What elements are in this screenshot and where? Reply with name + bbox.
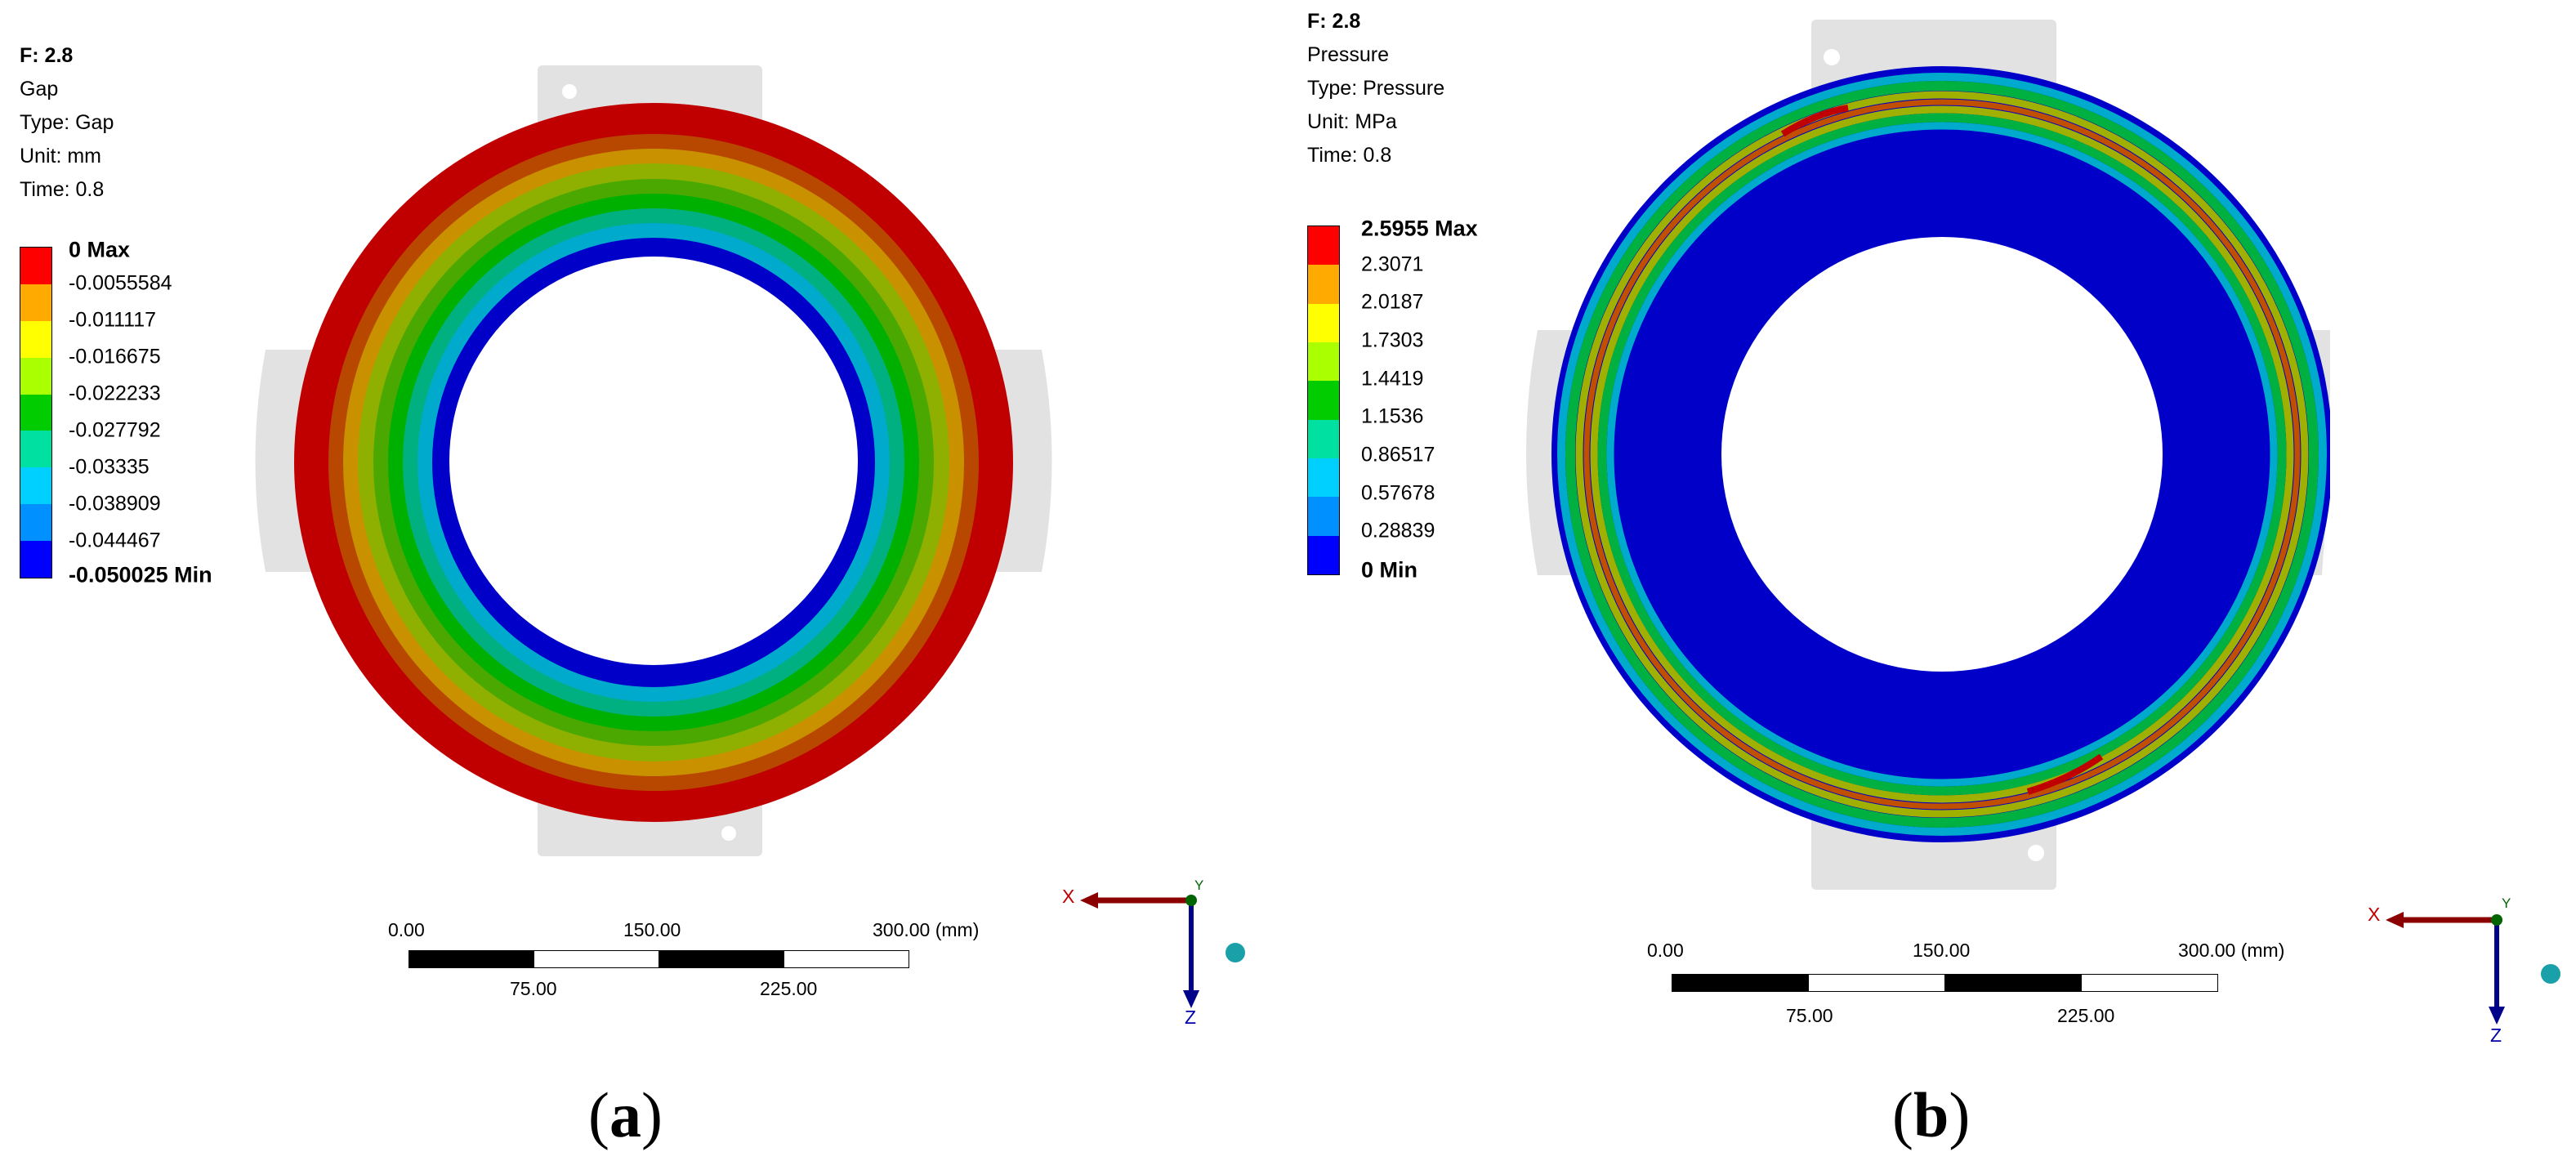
- legend-level-label: -0.038909: [69, 492, 161, 516]
- x-axis-label: X: [2368, 904, 2381, 925]
- scale-segment: [1808, 974, 1945, 992]
- legend-swatch: [20, 504, 51, 542]
- result-unit: Unit: mm: [20, 145, 101, 167]
- scale-label: 75.00: [1786, 1005, 1833, 1026]
- legend-swatch: [20, 248, 51, 284]
- panel-pressure: F: 2.8 Pressure Type: Pressure Unit: MPa…: [1288, 0, 2575, 1161]
- scale-segment: [1672, 974, 1809, 992]
- y-axis-label: Y: [2502, 895, 2511, 911]
- scale-segment: [1944, 974, 2082, 992]
- legend-level-label: 1.4419: [1361, 367, 1424, 391]
- legend-swatch: [20, 394, 51, 431]
- legend-level-label: 0.86517: [1361, 443, 1435, 467]
- scale-label: 225.00: [2057, 1005, 2115, 1026]
- legend-max-label: 2.5955 Max: [1361, 216, 1478, 241]
- result-quantity: Gap: [20, 78, 59, 100]
- legend-level-label: 2.3071: [1361, 252, 1424, 276]
- legend-level-label: 2.0187: [1361, 290, 1424, 314]
- legend-swatch: [20, 431, 51, 468]
- legend-swatch: [20, 284, 51, 321]
- legend-color-bar: [20, 247, 52, 578]
- result-name: F: 2.8: [1307, 10, 1361, 33]
- z-axis-label: Z: [1185, 1007, 1197, 1028]
- axis-triad: X Y Z: [1054, 874, 1266, 1038]
- legend-level-label: -0.022233: [69, 382, 161, 405]
- legend-level-label: -0.03335: [69, 455, 150, 479]
- scale-label: 300.00 (mm): [2178, 940, 2285, 961]
- scale-label: 0.00: [1647, 940, 1684, 961]
- legend-level-label: 1.1536: [1361, 404, 1424, 428]
- legend-swatch: [20, 541, 51, 578]
- panel-gap: F: 2.8 Gap Type: Gap Unit: mm Time: 0.8 …: [20, 39, 1266, 1152]
- legend-level-label: -0.027792: [69, 418, 161, 442]
- legend-level-label: 1.7303: [1361, 328, 1424, 352]
- scale-label: 150.00: [623, 919, 681, 940]
- legend-level-label: 0.28839: [1361, 519, 1435, 543]
- scale-label: 0.00: [388, 919, 425, 940]
- legend-max-label: 0 Max: [69, 237, 131, 262]
- legend-swatch: [1308, 342, 1339, 382]
- legend-swatch: [1308, 265, 1339, 304]
- legend-color-bar: [1307, 226, 1340, 575]
- panel-caption: (a): [588, 1078, 663, 1152]
- legend-swatch: [20, 357, 51, 395]
- result-unit: Unit: MPa: [1307, 110, 1397, 133]
- legend-level-label: -0.011117: [69, 308, 157, 332]
- color-legend: 0 Max -0.0055584 -0.011117 -0.016675 -0.…: [20, 238, 265, 587]
- y-axis-label: Y: [1194, 877, 1204, 893]
- result-type: Type: Gap: [20, 111, 114, 134]
- gap-contour-bands: [294, 103, 1013, 822]
- legend-min-label: 0 Min: [1361, 557, 1418, 583]
- z-axis-label: Z: [2490, 1025, 2502, 1046]
- legend-swatch: [1308, 497, 1339, 536]
- bolt-hole: [1824, 49, 1840, 65]
- scale-segment: [659, 950, 784, 968]
- scale-label: 150.00: [1913, 940, 1971, 961]
- legend-min-label: -0.050025 Min: [69, 562, 212, 587]
- bolt-hole: [562, 84, 577, 99]
- scale-segment: [2081, 974, 2218, 992]
- scale-segment: [408, 950, 534, 968]
- legend-swatch: [1308, 535, 1339, 574]
- scale-segment: [784, 950, 909, 968]
- legend-swatch: [1308, 419, 1339, 458]
- scale-bar: 0.00 150.00 300.00 (mm) 75.00 225.00: [1639, 940, 2284, 1038]
- pressure-contour-bands: [1551, 66, 2330, 842]
- scale-label: 225.00: [760, 978, 818, 999]
- gap-contour-plot: [255, 65, 1052, 856]
- legend-level-label: -0.016675: [69, 345, 161, 368]
- caption-text: (b): [1892, 1079, 1971, 1150]
- result-time: Time: 0.8: [20, 178, 105, 201]
- legend-swatch: [1308, 381, 1339, 420]
- result-info-block: F: 2.8 Gap Type: Gap Unit: mm Time: 0.8: [20, 39, 114, 207]
- color-legend: 2.5955 Max 2.3071 2.0187 1.7303 1.4419 1…: [1307, 217, 1552, 583]
- scale-segment: [534, 950, 659, 968]
- result-quantity: Pressure: [1307, 43, 1390, 66]
- caption-text: (a): [588, 1079, 663, 1150]
- x-axis-label: X: [1062, 886, 1075, 907]
- legend-level-label: 0.57678: [1361, 481, 1435, 505]
- legend-level-label: -0.0055584: [69, 271, 172, 295]
- bolt-hole: [2028, 845, 2044, 861]
- result-time: Time: 0.8: [1307, 144, 1392, 167]
- legend-swatch: [1308, 303, 1339, 343]
- bolt-hole: [721, 826, 736, 841]
- result-name: F: 2.8: [20, 44, 74, 67]
- panel-caption: (b): [1892, 1078, 1970, 1152]
- result-info-block: F: 2.8 Pressure Type: Pressure Unit: MPa…: [1307, 5, 1444, 172]
- pressure-contour-plot: [1526, 20, 2330, 890]
- legend-swatch: [1308, 458, 1339, 498]
- result-type: Type: Pressure: [1307, 77, 1445, 100]
- legend-swatch: [20, 320, 51, 358]
- legend-swatch: [1308, 226, 1339, 266]
- scale-bar: 0.00 150.00 300.00 (mm) 75.00 225.00: [376, 919, 979, 1017]
- scale-label: 75.00: [510, 978, 557, 999]
- axis-triad: X Y Z: [2358, 889, 2570, 1052]
- legend-level-label: -0.044467: [69, 529, 161, 552]
- legend-swatch: [20, 467, 51, 505]
- scale-label: 300.00 (mm): [873, 919, 980, 940]
